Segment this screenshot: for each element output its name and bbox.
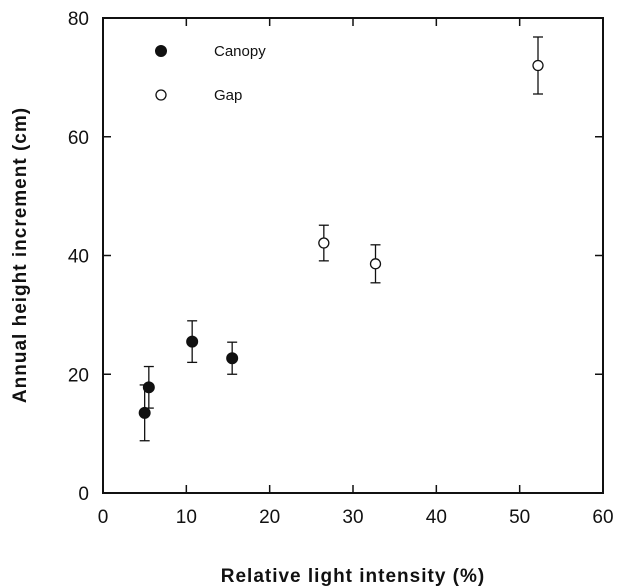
legend-label-gap: Gap [214, 87, 242, 104]
x-tick-label: 30 [342, 507, 363, 528]
x-tick-label: 50 [509, 507, 530, 528]
x-tick-label: 60 [592, 507, 613, 528]
legend-marker-canopy [155, 45, 167, 57]
x-tick-label: 20 [259, 507, 280, 528]
x-axis-title: Relative light intensity (%) [221, 566, 485, 587]
axis-ticks: 0 10 20 30 40 50 60 0 20 40 60 80 [68, 9, 614, 528]
gap-point [532, 59, 544, 72]
legend-label-canopy: Canopy [214, 43, 266, 60]
gap-point [318, 237, 330, 249]
x-tick-label: 0 [98, 507, 109, 528]
y-tick-label: 60 [68, 128, 89, 149]
y-tick-label: 20 [68, 365, 89, 386]
y-axis-title: Annual height increment (cm) [10, 107, 31, 403]
canopy-point [142, 381, 155, 394]
x-tick-label: 40 [426, 507, 447, 528]
y-tick-label: 40 [68, 247, 89, 268]
canopy-point [226, 352, 239, 365]
canopy-point [138, 406, 151, 419]
legend-marker-gap [155, 89, 167, 101]
legend: Canopy Gap [155, 43, 266, 104]
y-tick-label: 0 [78, 484, 89, 505]
y-tick-label: 80 [68, 9, 89, 30]
gap-point [369, 258, 382, 270]
data-marks [138, 36, 544, 442]
canopy-point [186, 335, 199, 348]
plot-frame [102, 17, 604, 494]
x-tick-label: 10 [176, 507, 197, 528]
